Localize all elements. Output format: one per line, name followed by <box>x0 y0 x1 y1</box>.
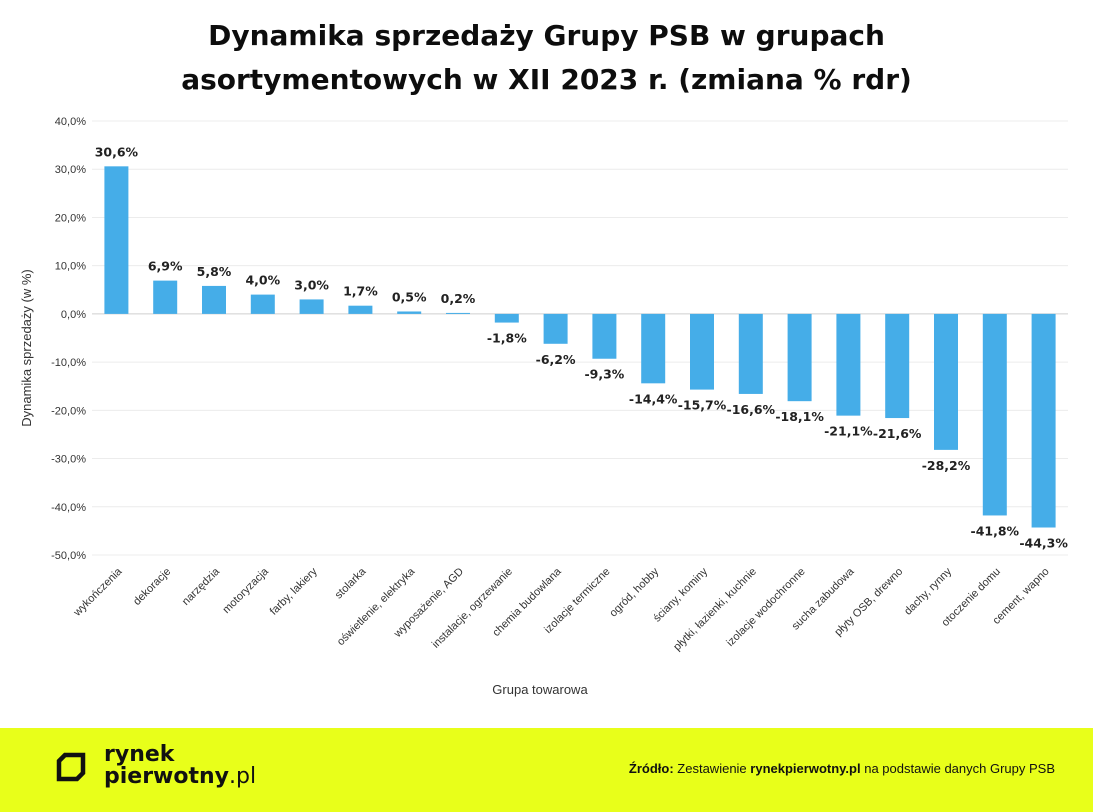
x-tick-label: farby, lakiery <box>268 565 320 617</box>
bar <box>494 313 519 323</box>
y-tick-label: 20,0% <box>55 212 86 224</box>
bar <box>104 166 129 314</box>
bar <box>690 313 714 390</box>
x-tick-label: instalacje, ogrzewanie <box>430 566 515 651</box>
bar <box>934 313 958 450</box>
data-label: -1,8% <box>487 331 527 346</box>
logo-line-1: rynek <box>104 742 175 767</box>
source-text-1: Zestawienie <box>677 761 747 776</box>
x-tick-label: dachy, rynny <box>902 565 954 617</box>
x-tick-label: wykończenia <box>71 565 125 619</box>
data-label: -41,8% <box>971 523 1020 538</box>
data-label: -21,6% <box>873 426 922 441</box>
y-tick-label: -40,0% <box>51 502 86 514</box>
bar <box>641 313 666 384</box>
bar <box>446 312 470 314</box>
x-tick-label: dekoracje <box>131 566 173 608</box>
x-tick-label: narzędzia <box>180 565 223 608</box>
y-axis-title: Dynamika sprzedaży (w %) <box>19 269 34 427</box>
x-tick-label: ogród, hobby <box>607 565 661 619</box>
data-label: 5,8% <box>197 264 232 279</box>
bar <box>738 313 763 394</box>
logo-domain: .pl <box>229 764 257 789</box>
data-label: 0,5% <box>392 289 427 304</box>
bar <box>348 305 373 314</box>
source-label: Źródło: <box>628 761 674 776</box>
source-text-2: na podstawie danych Grupy PSB <box>864 761 1055 776</box>
y-tick-label: 10,0% <box>55 261 86 273</box>
y-tick-label: -10,0% <box>51 357 86 369</box>
data-label: 30,6% <box>95 144 139 159</box>
data-label: -9,3% <box>584 367 624 382</box>
bar <box>299 299 324 314</box>
data-label: -21,1% <box>824 424 873 439</box>
data-label: -15,7% <box>678 398 727 413</box>
y-tick-label: 40,0% <box>55 116 86 128</box>
logo-line-2: pierwotny <box>104 764 230 789</box>
bar <box>787 313 812 402</box>
bar <box>202 285 226 314</box>
y-tick-label: -30,0% <box>51 454 86 466</box>
y-tick-label: 30,0% <box>55 164 86 176</box>
bar <box>982 313 1007 516</box>
logo-wordmark: rynek pierwotny.pl <box>104 744 256 788</box>
x-tick-label: motoryzacja <box>221 565 272 616</box>
bar <box>1031 313 1056 528</box>
x-tick-label: płytki, łazienki, kuchnie <box>671 566 759 654</box>
bar-chart: 40,0% 30,0% 20,0% 10,0% 0,0% -10,0% -20,0% -30,… <box>19 116 1068 697</box>
chart-title-line-1: Dynamika sprzedaży Grupy PSB w grupach <box>208 19 885 52</box>
bar <box>836 313 861 416</box>
source-brand: rynekpierwotny.pl <box>750 761 861 776</box>
bar <box>250 294 275 314</box>
bar <box>543 313 568 344</box>
data-label: -14,4% <box>629 391 678 406</box>
data-label: -6,2% <box>536 352 576 367</box>
chart-title-line-2: asortymentowych w XII 2023 r. (zmiana % … <box>181 63 912 96</box>
data-label: 6,9% <box>148 259 183 274</box>
logo-square-icon <box>56 752 86 782</box>
data-label: 0,2% <box>441 291 476 306</box>
data-label: 1,7% <box>343 284 378 299</box>
footer-banner <box>0 728 1093 812</box>
bar <box>397 311 422 314</box>
x-axis-title: Grupa towarowa <box>492 682 588 697</box>
bar <box>592 313 617 359</box>
bar <box>153 280 178 314</box>
data-label: 4,0% <box>245 273 280 288</box>
data-label: 3,0% <box>294 277 329 292</box>
data-label: -44,3% <box>1019 536 1068 551</box>
data-label: -28,2% <box>922 458 971 473</box>
x-tick-label: stolarka <box>333 565 369 601</box>
data-label: -18,1% <box>775 409 824 424</box>
y-tick-label: -50,0% <box>51 550 86 562</box>
data-label: -16,6% <box>727 402 776 417</box>
y-tick-label: -20,0% <box>51 405 86 417</box>
bar <box>885 313 910 419</box>
chart-title: Dynamika sprzedaży Grupy PSB w grupach a… <box>0 14 1093 102</box>
y-tick-label: 0,0% <box>61 309 86 321</box>
source-note: Źródło: Zestawienie rynekpierwotny.pl na… <box>629 761 1055 776</box>
